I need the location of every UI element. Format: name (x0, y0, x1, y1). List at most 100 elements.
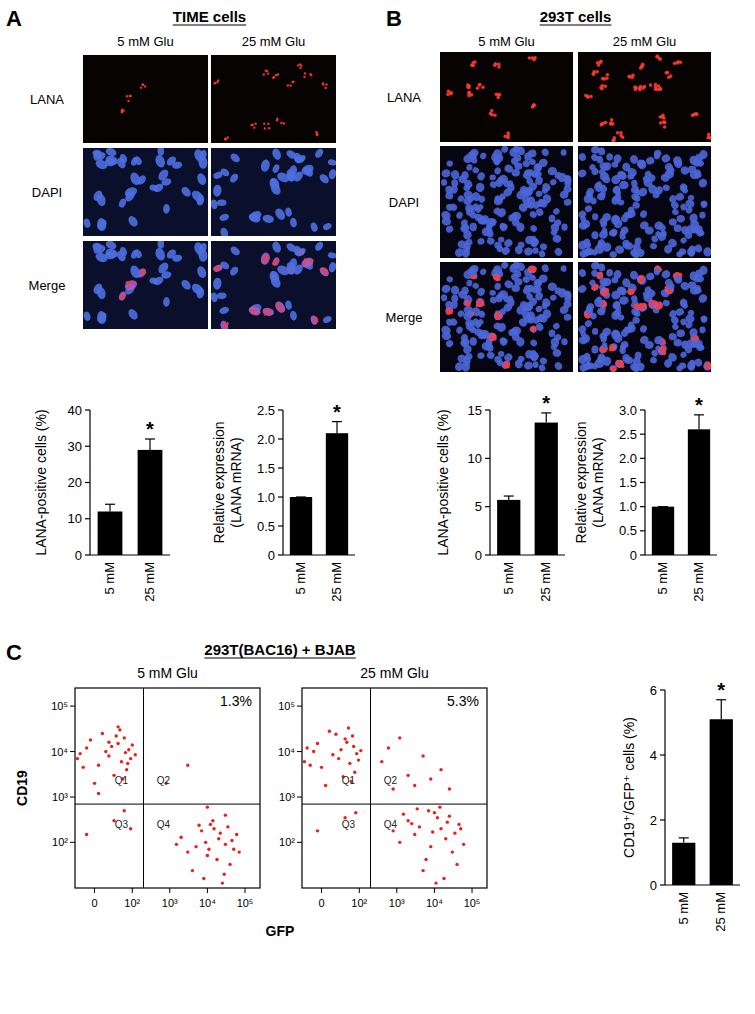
panel-title: 293T(BAC16) + BJAB (204, 641, 355, 658)
point (223, 873, 226, 876)
nucleus (676, 215, 685, 223)
lana-speckle (707, 362, 711, 366)
lana-speckle (129, 281, 131, 283)
nucleus (118, 290, 128, 301)
nucleus (614, 359, 625, 369)
x-tick (245, 888, 246, 893)
lana-speckle (604, 121, 608, 125)
bar (497, 500, 520, 555)
nucleus (591, 231, 599, 239)
lana-speckle (641, 304, 645, 308)
lana-speckle (144, 271, 146, 273)
lana-speckle (603, 302, 607, 306)
nucleus (683, 344, 693, 354)
nucleus (522, 304, 529, 312)
bar (138, 450, 163, 555)
nucleus (631, 242, 643, 254)
point (129, 757, 132, 760)
nucleus (592, 328, 598, 335)
nucleus (508, 146, 519, 158)
nucleus (450, 169, 460, 179)
lana-speckle (481, 303, 485, 307)
y-tick-label: 2.0 (257, 432, 275, 447)
lana-speckle (665, 71, 669, 75)
nucleus (617, 314, 624, 320)
point (444, 837, 447, 840)
nucleus (149, 277, 159, 285)
x-tick-label: 0 (91, 897, 97, 909)
lana-speckle (619, 363, 623, 367)
y-tick-label: 10⁴ (278, 746, 295, 758)
nucleus (539, 242, 548, 251)
nucleus (557, 172, 567, 182)
quadrant-label: Q2 (384, 775, 398, 786)
nucleus (619, 228, 628, 237)
nucleus (644, 340, 654, 349)
y-tick-label: 0 (475, 548, 482, 563)
bar (652, 507, 674, 555)
lana-speckle (283, 308, 285, 310)
point (434, 881, 437, 884)
nucleus (441, 168, 452, 178)
nucleus (476, 183, 485, 193)
point (114, 734, 117, 737)
lana-speckle (612, 138, 616, 142)
lana-speckle (597, 275, 601, 279)
lana-speckle (264, 313, 266, 315)
nucleus (631, 201, 640, 210)
micrograph (578, 146, 711, 258)
title-underline (540, 24, 612, 25)
y-axis-label: (LANA mRNA) (228, 437, 244, 527)
nucleus (598, 277, 609, 287)
nucleus (645, 156, 655, 166)
error-stem (149, 439, 150, 450)
y-tick-label: 2 (650, 813, 657, 828)
y-tick (278, 496, 283, 497)
lana-speckle (250, 124, 252, 126)
nucleus (492, 273, 501, 283)
nucleus (83, 218, 91, 229)
micrograph-background (440, 146, 573, 258)
lana-speckle (528, 267, 532, 271)
nucleus (541, 264, 550, 273)
nucleus (271, 148, 283, 161)
nucleus (300, 256, 316, 270)
point (97, 792, 100, 795)
point (439, 768, 442, 771)
y-tick (660, 689, 665, 690)
lana-speckle (127, 100, 129, 102)
y-tick (85, 446, 90, 447)
lana-speckle (250, 310, 252, 312)
y-tick (640, 482, 645, 483)
nucleus (157, 241, 164, 249)
micrograph-background (211, 148, 336, 236)
category-label: 25 mM (329, 562, 344, 602)
nucleus (608, 229, 618, 238)
point (224, 813, 227, 816)
y-axis-label: (LANA mRNA) (590, 437, 606, 527)
lana-speckle (315, 131, 317, 133)
nucleus (578, 284, 588, 294)
lana-speckle (602, 292, 606, 296)
nucleus (653, 268, 660, 276)
point (235, 833, 238, 836)
point (354, 811, 357, 814)
nucleus (123, 185, 138, 198)
nucleus (624, 242, 633, 250)
lana-speckle (679, 60, 683, 64)
lana-speckle (532, 269, 536, 273)
nucleus (271, 163, 280, 174)
lana-speckle (316, 320, 318, 322)
nucleus (591, 345, 599, 353)
nucleus (512, 284, 520, 292)
lana-speckle (268, 313, 270, 315)
y-tick-label: 0.5 (619, 523, 637, 538)
point (359, 749, 362, 752)
point (206, 805, 209, 808)
significance-mark: * (333, 401, 341, 423)
lana-speckle (214, 82, 216, 84)
point (186, 764, 189, 767)
nucleus (679, 203, 687, 212)
nucleus (491, 148, 504, 161)
lana-speckle (449, 311, 453, 315)
